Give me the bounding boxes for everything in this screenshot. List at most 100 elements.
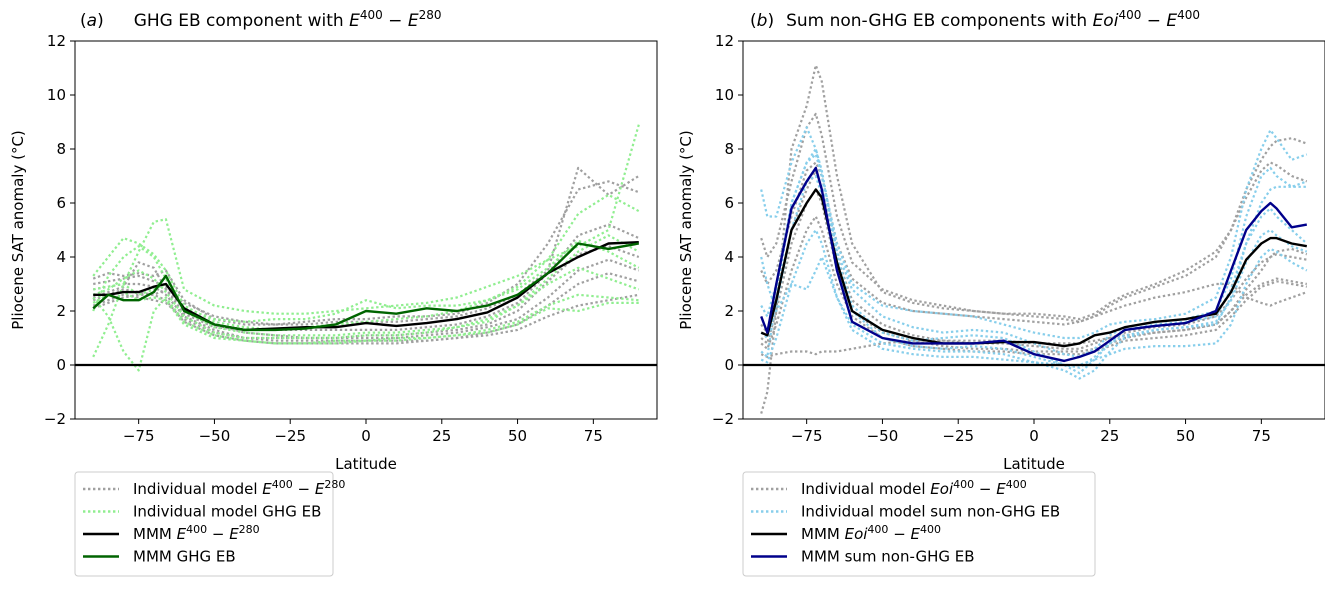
legend-math-base: E: [177, 525, 187, 543]
legend-text: MMM: [801, 525, 845, 543]
legend-math-sup: 280: [324, 478, 345, 491]
x-tick-label: −25: [942, 427, 974, 445]
legend-text: MMM sum non-GHG EB: [801, 548, 975, 566]
legend-label-3: MMM E400 − E280: [133, 523, 260, 543]
chart-panel-b: −75 −50 −25 0 25 50 75 −2 0 2 4 6 8 10 12 Latitude Plioc…: [677, 8, 1325, 577]
series-line-14: [760, 188, 1308, 348]
y-tick-label: −2: [712, 410, 734, 428]
legend-label-2: Individual model GHG EB: [133, 503, 321, 521]
legend-text: Individual model: [801, 480, 930, 498]
x-tick-label: −25: [274, 427, 306, 445]
y-tick-label: 0: [56, 356, 66, 374]
x-tick-label: 75: [584, 427, 603, 445]
legend-math-minus: −: [888, 525, 910, 543]
y-axis-label: Pliocene SAT anomaly (°C): [9, 130, 27, 330]
y-tick-label: 4: [724, 248, 734, 266]
series-line-8: [760, 126, 1308, 340]
x-tick-label: −75: [791, 427, 823, 445]
x-tick-label: −75: [123, 427, 155, 445]
y-tick-label: 4: [56, 248, 66, 266]
panel-label-letter: a: [87, 11, 97, 31]
panel-label: ): [767, 11, 774, 31]
y-tick-label: 8: [724, 140, 734, 158]
title-math-base: E: [1166, 11, 1177, 31]
title-math-base: Eoi: [1093, 11, 1119, 31]
series-line-14: [92, 234, 640, 340]
x-axis-label: Latitude: [1003, 455, 1065, 473]
series-line-9: [760, 185, 1307, 380]
legend-math-sup: 400: [272, 478, 293, 491]
series-line-4: [93, 272, 640, 342]
legend-label-4: MMM GHG EB: [133, 548, 236, 566]
legend-math-minus: −: [207, 525, 229, 543]
series-line-11: [92, 293, 639, 372]
y-tick-label: 10: [47, 86, 66, 104]
title-math-sup: 400: [1177, 8, 1200, 22]
title-math-sup: 400: [1118, 8, 1141, 22]
legend-math-base: E: [262, 480, 272, 498]
title-math-minus: −: [383, 11, 408, 31]
x-tick-label: 50: [508, 427, 527, 445]
series-line-9: [92, 193, 640, 331]
title-math-sup: 400: [360, 8, 383, 22]
x-tick-label: −50: [867, 427, 899, 445]
legend-math-base: Eoi: [930, 480, 954, 498]
series-group: [92, 124, 640, 372]
series-line-4: [760, 169, 1307, 350]
series-line-5: [760, 188, 1307, 353]
panel-label: (: [750, 11, 757, 31]
legend-box: [742, 471, 1096, 577]
legend-math-sup: 400: [867, 523, 888, 536]
chart-title: (b) Sum non-GHG EB components with Eoi400…: [750, 8, 1200, 31]
y-tick-label: 2: [56, 302, 66, 320]
legend-text: Individual model GHG EB: [133, 503, 321, 521]
y-tick-label: 6: [56, 194, 66, 212]
series-line-10: [760, 153, 1308, 375]
chart-title-text: Sum non-GHG EB components with: [786, 11, 1092, 31]
x-tick-label: 25: [432, 427, 451, 445]
legend-text: Individual model: [133, 480, 262, 498]
y-tick-label: −2: [44, 410, 66, 428]
panel-label-letter: b: [757, 11, 768, 31]
legend-label-2: Individual model sum non-GHG EB: [801, 503, 1060, 521]
legend-math-sup: 280: [239, 523, 260, 536]
series-line-12: [93, 239, 640, 323]
x-tick-label: 0: [1029, 427, 1039, 445]
legend-label-1: Individual model Eoi400 − E400: [801, 478, 1027, 498]
title-math-base: E: [349, 11, 360, 31]
title-math-base: E: [408, 11, 419, 31]
y-tick-label: 2: [724, 302, 734, 320]
legend-math-base: E: [911, 525, 921, 543]
legend-label-1: Individual model E400 − E280: [133, 478, 345, 498]
y-tick-label: 6: [724, 194, 734, 212]
axes-frame: [74, 40, 658, 420]
legend-math-sup: 400: [920, 523, 941, 536]
series-line-8: [92, 124, 640, 358]
legend-math-minus: −: [974, 480, 996, 498]
series-line-2: [760, 112, 1308, 321]
legend-math-base: E: [229, 525, 239, 543]
title-math-sup: 280: [419, 8, 442, 22]
chart-title-text: GHG EB component with: [134, 11, 349, 31]
x-tick-label: −50: [199, 427, 231, 445]
legend-math-sup: 400: [953, 478, 974, 491]
x-axis-label: Latitude: [335, 455, 397, 473]
legend-text: MMM: [133, 525, 177, 543]
x-tick-label: 75: [1252, 427, 1271, 445]
x-tick-label: 25: [1100, 427, 1119, 445]
legend-math-base: E: [996, 480, 1006, 498]
series-line-1: [760, 64, 1308, 414]
series-line-7: [760, 215, 1307, 356]
series-line-16: [92, 242, 640, 332]
series-line-6: [760, 161, 1308, 326]
series-line-10: [92, 245, 640, 337]
series-line-15: [760, 166, 1308, 363]
chart-title: (a) GHG EB component with E400 − E280: [80, 8, 441, 31]
series-line-3: [92, 245, 640, 340]
y-tick-label: 12: [47, 32, 66, 50]
legend-text: MMM GHG EB: [133, 548, 236, 566]
legend-math-sup: 400: [1006, 478, 1027, 491]
x-tick-label: 50: [1176, 427, 1195, 445]
series-line-7: [92, 258, 640, 340]
